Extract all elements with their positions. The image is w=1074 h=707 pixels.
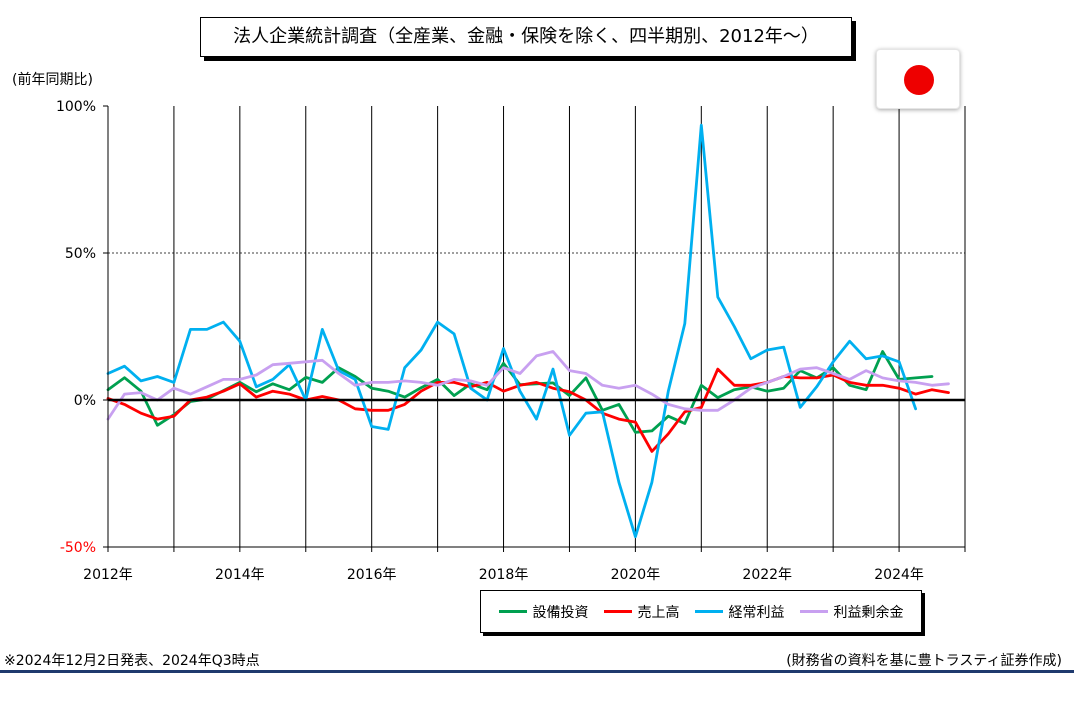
legend: 設備投資 売上高 経常利益 利益剰余金 (480, 590, 922, 633)
legend-label: 経常利益 (728, 604, 785, 621)
legend-label: 設備投資 (532, 604, 589, 621)
legend-swatch (498, 610, 527, 613)
bottom-divider (0, 670, 1074, 673)
y-tick-label: 100% (56, 99, 96, 115)
x-tick-label: 2024年 (874, 567, 924, 583)
japan-flag (876, 49, 960, 109)
legend-item-1: 売上高 (603, 602, 680, 622)
x-tick-label: 2016年 (347, 567, 397, 583)
legend-item-0: 設備投資 (498, 602, 589, 622)
legend-label: 売上高 (637, 604, 680, 621)
y-unit-label: (前年同期比) (12, 72, 93, 88)
legend-swatch (603, 610, 632, 613)
x-tick-label: 2020年 (611, 567, 661, 583)
y-tick-label: -50% (60, 540, 96, 556)
grid-lines (107, 106, 966, 547)
legend-swatch (799, 610, 828, 613)
series-line-2 (106, 123, 917, 539)
japan-flag-icon (904, 65, 934, 95)
footnote: ※2024年12月2日発表、2024年Q3時点 (4, 653, 260, 669)
x-tick-label: 2018年 (479, 567, 529, 583)
chart-title: 法人企業統計調査（全産業、金融・保険を除く、四半期別、2012年～） (200, 17, 852, 57)
series-line-1 (106, 367, 950, 453)
x-tick-label: 2012年 (83, 567, 133, 583)
source-note: (財務省の資料を基に豊トラスティ証券作成) (786, 653, 1062, 669)
axes (103, 105, 966, 552)
y-tick-label: 50% (65, 246, 96, 262)
x-tick-label: 2022年 (742, 567, 792, 583)
legend-item-2: 経常利益 (694, 602, 785, 622)
legend-swatch (694, 610, 723, 613)
tick-labels: 100% 50% 0% -50% 2012年 2014年 2016年 2018年 2020年 20… (56, 99, 924, 583)
legend-label: 利益剰余金 (833, 604, 904, 621)
series-line-3 (106, 350, 950, 421)
y-tick-label: 0% (74, 393, 96, 409)
legend-item-3: 利益剰余金 (799, 602, 904, 622)
x-tick-label: 2014年 (215, 567, 265, 583)
series-lines (106, 123, 950, 539)
